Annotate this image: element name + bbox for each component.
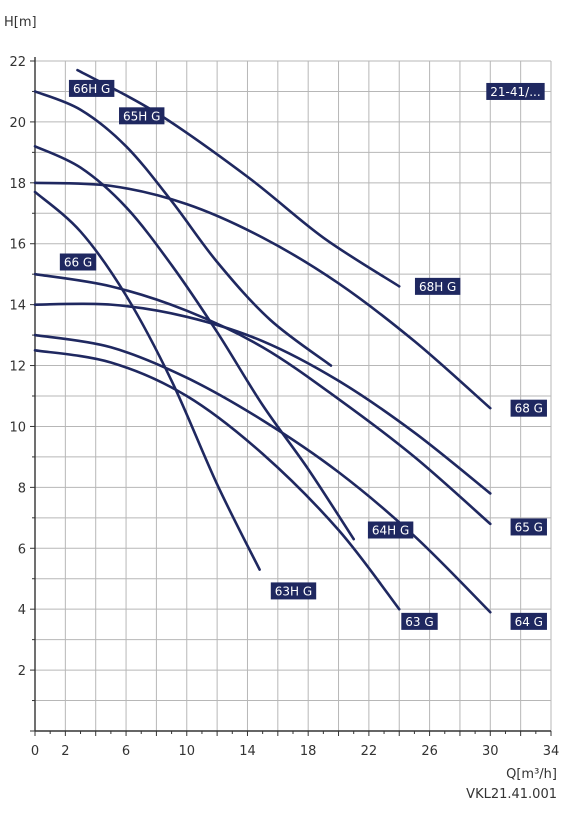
y-axis-label: H[m]: [4, 15, 37, 30]
curve-68-g: [33, 181, 492, 410]
curve-label: 68H G: [414, 277, 461, 295]
curve-label-text: 21-41/...: [490, 85, 540, 99]
curve-label: 21-41/...: [486, 82, 545, 100]
curve-label-box: [510, 399, 547, 417]
curve-label: 64H G: [367, 521, 414, 539]
curve-64h-g: [33, 333, 492, 614]
curve-label-box: [367, 521, 414, 539]
curve-63-g: [33, 349, 401, 611]
curve-label-box: [59, 253, 97, 271]
curve-label-text: 65H G: [123, 109, 160, 123]
curve-label-text: 68 G: [515, 402, 543, 416]
x-tick-label: 18: [300, 744, 317, 759]
chart-reference-code: VKL21.41.001: [466, 787, 557, 802]
x-tick-label: 30: [482, 744, 499, 759]
y-tick-label: 22: [9, 55, 26, 70]
x-tick-label: 10: [178, 744, 195, 759]
curve-label-text: 64 G: [515, 615, 543, 629]
curve-label-box: [119, 107, 165, 125]
curve-label-box: [68, 79, 115, 97]
curve-labels: 66H G 65H G 68H G 21-41/... 66 G 68 G 64H G 65 …: [59, 79, 547, 630]
curve-65-g: [33, 302, 492, 495]
curve-66h-g: [33, 90, 333, 367]
curve-label-text: 64H G: [372, 524, 409, 538]
curve-label-text: 66H G: [73, 82, 110, 96]
curve-label: 63 G: [401, 612, 438, 630]
x-tick-label: 26: [421, 744, 438, 759]
x-tick-label: 14: [239, 744, 256, 759]
curve-label-text: 66 G: [64, 256, 92, 270]
curve-65h-g: [33, 144, 356, 541]
curve-label-box: [401, 612, 438, 630]
curve-label-text: 63H G: [275, 584, 312, 598]
y-tick-label: 18: [9, 177, 26, 192]
curve-label-box: [510, 518, 547, 536]
x-tick-label: 2: [61, 744, 69, 759]
x-axis-label: Q[m³/h]: [506, 767, 557, 782]
y-tick-label: 10: [9, 420, 26, 435]
x-tick-label: 0: [31, 744, 39, 759]
x-tick-label: 22: [361, 744, 378, 759]
curve-63h-g: [33, 190, 261, 571]
y-tick-label: 12: [9, 360, 26, 375]
grid: [35, 60, 552, 731]
curve-label-text: 63 G: [405, 615, 433, 629]
curve-label-text: 68H G: [419, 280, 456, 294]
curve-label-box: [270, 582, 317, 600]
curve-label: 65H G: [119, 107, 165, 125]
curve-label: 66 G: [59, 253, 97, 271]
x-tick-label: 34: [543, 744, 560, 759]
y-tick-label: 8: [18, 481, 26, 496]
y-tick-label: 20: [9, 116, 26, 131]
y-tick-label: 14: [9, 299, 26, 314]
y-tick-label: 2: [18, 664, 26, 679]
y-tick-label: 16: [9, 238, 26, 253]
curve-label-box: [414, 277, 461, 295]
curve-label-box: [486, 82, 545, 100]
curve-label-text: 65 G: [515, 520, 543, 534]
curve-66-g: [33, 272, 492, 526]
y-tick-label: 4: [18, 603, 26, 618]
curve-label-box: [510, 612, 547, 630]
x-tick-label: 6: [122, 744, 130, 759]
curves: [33, 68, 492, 614]
curve-68h-g: [76, 68, 401, 288]
curve-label: 68 G: [510, 399, 547, 417]
curve-label: 63H G: [270, 582, 317, 600]
curve-label: 65 G: [510, 518, 547, 536]
curve-label: 66H G: [68, 79, 115, 97]
y-tick-label: 6: [18, 542, 26, 557]
curve-label: 64 G: [510, 612, 547, 630]
